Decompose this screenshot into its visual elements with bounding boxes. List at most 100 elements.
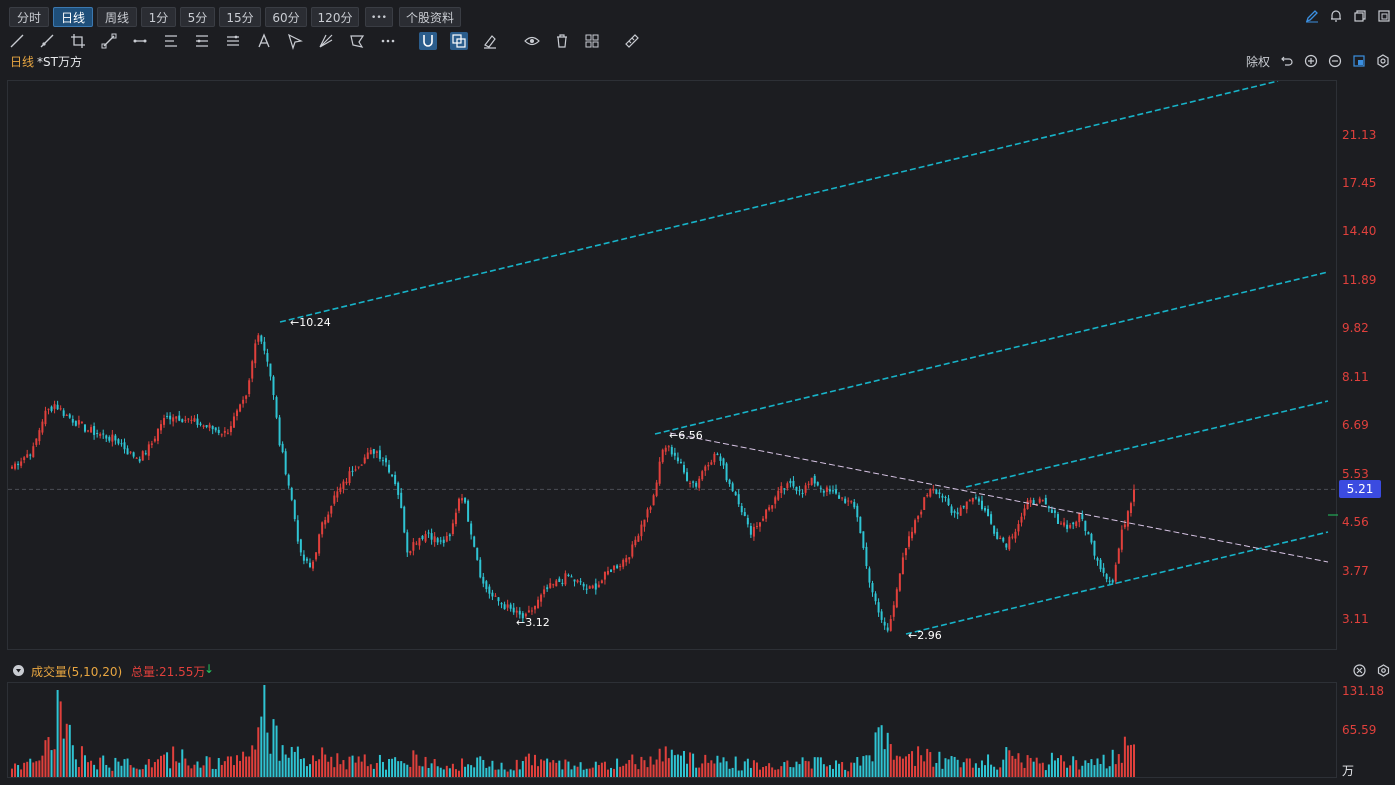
eraser-icon[interactable] xyxy=(481,32,499,50)
volume-bar xyxy=(856,757,859,777)
volume-bar xyxy=(853,762,856,777)
volume-bar xyxy=(859,765,862,777)
more-tools-icon[interactable] xyxy=(379,32,397,50)
fit-icon[interactable] xyxy=(1352,54,1366,68)
candle xyxy=(117,439,120,444)
volume-bar xyxy=(187,765,190,777)
candle xyxy=(999,537,1002,540)
volume-bar xyxy=(315,761,318,777)
bell-icon[interactable] xyxy=(1329,9,1343,23)
candle xyxy=(1020,516,1023,523)
magnet-icon[interactable] xyxy=(419,32,437,50)
parallel-lines-icon[interactable] xyxy=(162,32,180,50)
candle xyxy=(588,586,591,589)
text-tool-icon[interactable] xyxy=(255,32,273,50)
candle xyxy=(409,551,412,554)
settings-icon[interactable] xyxy=(1376,54,1390,68)
candle xyxy=(920,511,923,515)
volume-bar xyxy=(990,764,993,777)
zoom-out-icon[interactable] xyxy=(1328,54,1342,68)
pattern-tool-icon[interactable] xyxy=(348,32,366,50)
fan-tool-icon[interactable] xyxy=(317,32,335,50)
volume-bar xyxy=(202,765,205,777)
volume-bar xyxy=(229,756,232,777)
horizontal-segment-icon[interactable] xyxy=(131,32,149,50)
volume-bar xyxy=(774,769,777,777)
tab-60min[interactable]: 60分 xyxy=(265,7,307,27)
segment-tool-icon[interactable] xyxy=(100,32,118,50)
candle xyxy=(679,461,682,464)
price-axis-label: 9.82 xyxy=(1342,321,1369,335)
gann-icon[interactable] xyxy=(224,32,242,50)
candle xyxy=(424,534,427,542)
tab-5min[interactable]: 5分 xyxy=(180,7,215,27)
candle xyxy=(17,463,20,466)
volume-bar xyxy=(138,769,141,777)
candle xyxy=(1072,522,1075,525)
tab-1min[interactable]: 1分 xyxy=(141,7,176,27)
candle xyxy=(1014,531,1017,539)
collapse-icon[interactable] xyxy=(13,665,24,676)
volume-bar xyxy=(898,756,901,777)
volume-bar xyxy=(974,763,977,777)
candle xyxy=(853,502,856,508)
volume-bar xyxy=(1081,765,1084,777)
volume-bar xyxy=(555,762,558,777)
tab-120min[interactable]: 120分 xyxy=(311,7,359,27)
tab-15min[interactable]: 15分 xyxy=(219,7,261,27)
candle xyxy=(953,511,956,513)
volume-bar xyxy=(530,765,533,777)
eye-icon[interactable] xyxy=(523,32,541,50)
tab-daily[interactable]: 日线 xyxy=(53,7,93,27)
candle xyxy=(871,583,874,593)
ray-tool-icon[interactable] xyxy=(38,32,56,50)
ruler-icon[interactable] xyxy=(623,32,641,50)
overlap-icon[interactable] xyxy=(450,32,468,50)
volume-header: 成交量(5,10,20) 总量:21.55万 ↓ xyxy=(10,662,1390,680)
candle xyxy=(96,433,99,435)
candle xyxy=(56,404,59,410)
candle xyxy=(980,500,983,510)
window-icon[interactable] xyxy=(1377,9,1391,23)
candle xyxy=(457,498,460,511)
volume-bar xyxy=(220,764,223,777)
candle xyxy=(403,506,406,533)
stock-profile-tab[interactable]: 个股资料 xyxy=(399,7,461,27)
volume-settings-icon[interactable] xyxy=(1377,664,1390,677)
line-tool-icon[interactable] xyxy=(8,32,26,50)
arrow-tool-icon[interactable] xyxy=(286,32,304,50)
volume-bar xyxy=(755,762,758,777)
volume-bar xyxy=(454,769,457,777)
volume-bar xyxy=(959,767,962,777)
candle xyxy=(1096,558,1099,561)
trash-icon[interactable] xyxy=(553,32,571,50)
undo-icon[interactable] xyxy=(1280,54,1294,68)
volume-bar xyxy=(1075,760,1078,777)
volume-bar xyxy=(1093,765,1096,777)
adjust-button[interactable]: 除权 xyxy=(1246,55,1271,69)
price-chart-panel[interactable]: ←10.24 ←6.56 ←3.12 ←2.96 xyxy=(7,80,1338,651)
candle xyxy=(381,460,384,462)
crop-tool-icon[interactable] xyxy=(69,32,87,50)
volume-bar xyxy=(266,732,269,777)
candle xyxy=(625,558,628,563)
candle xyxy=(342,481,345,489)
fibonacci-icon[interactable] xyxy=(193,32,211,50)
price-axis-label: 4.56 xyxy=(1342,515,1369,529)
copy-icon[interactable] xyxy=(1353,9,1367,23)
close-icon[interactable] xyxy=(1353,664,1366,677)
candle xyxy=(488,586,491,594)
candle xyxy=(649,507,652,510)
volume-bar xyxy=(1111,749,1114,777)
candle xyxy=(789,480,792,484)
candlestick-chart[interactable]: ←10.24 ←6.56 ←3.12 ←2.96 xyxy=(8,81,1338,651)
layout-icon[interactable] xyxy=(583,32,601,50)
volume-bar xyxy=(707,762,710,777)
more-periods-button[interactable]: ••• xyxy=(365,7,393,27)
volume-panel[interactable] xyxy=(7,682,1337,778)
tab-weekly[interactable]: 周线 xyxy=(97,7,137,27)
zoom-in-icon[interactable] xyxy=(1304,54,1318,68)
volume-bar xyxy=(813,757,816,777)
tab-time-sharing[interactable]: 分时 xyxy=(9,7,49,27)
pencil-icon[interactable] xyxy=(1305,9,1319,23)
